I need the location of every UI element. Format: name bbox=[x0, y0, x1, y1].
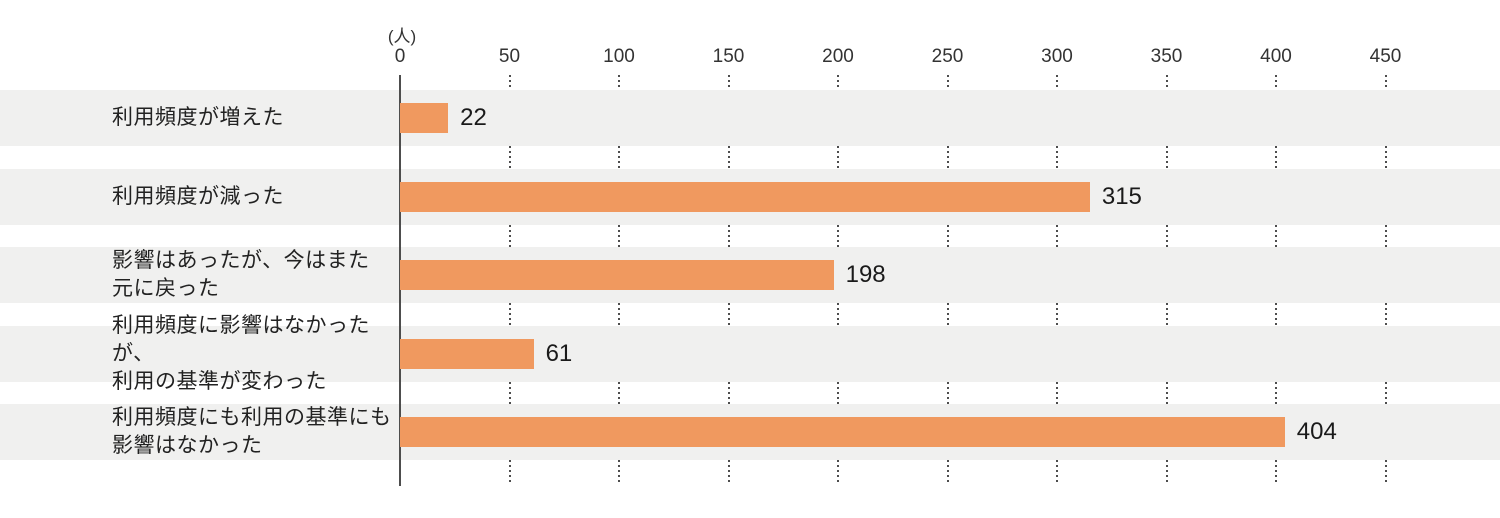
category-label-line: 影響はあったが、今はまた bbox=[112, 249, 370, 272]
category-label: 利用頻度が増えた bbox=[112, 90, 392, 146]
gridline-dotted-segment bbox=[946, 303, 949, 326]
bar bbox=[400, 417, 1285, 447]
gridline-dotted-segment bbox=[727, 460, 730, 483]
gridline-dotted-segment bbox=[1275, 303, 1277, 326]
gridline-dotted-segment bbox=[1056, 146, 1058, 169]
gridline-dotted-segment bbox=[508, 303, 511, 326]
gridline-dotted-segment bbox=[837, 303, 839, 326]
x-axis-tick-label: 250 bbox=[931, 46, 964, 67]
bar bbox=[400, 103, 449, 133]
gridline-dotted-segment bbox=[1275, 146, 1277, 169]
gridline-dotted-segment bbox=[618, 460, 620, 483]
gridline-dotted-segment bbox=[727, 303, 730, 326]
gridline-dotted-segment bbox=[946, 460, 949, 483]
gridline-dotted-segment bbox=[727, 75, 730, 90]
bar-value-label: 315 bbox=[1101, 182, 1142, 210]
y-axis-line bbox=[398, 75, 401, 486]
bar bbox=[400, 260, 834, 290]
gridline-dotted-segment bbox=[946, 146, 949, 169]
gridline-dotted-segment bbox=[837, 381, 839, 404]
gridline-dotted-segment bbox=[618, 303, 620, 326]
x-axis-tick-label: 450 bbox=[1369, 46, 1402, 67]
x-axis-tick-label: 150 bbox=[712, 46, 745, 67]
gridline-dotted-segment bbox=[1275, 75, 1277, 90]
row-band bbox=[0, 90, 1500, 146]
gridline-dotted-segment bbox=[837, 75, 839, 90]
gridline-dotted-segment bbox=[618, 146, 620, 169]
category-label: 影響はあったが、今はまた 元に戻った bbox=[112, 247, 392, 303]
gridline-dotted-segment bbox=[508, 381, 511, 404]
gridline-dotted-segment bbox=[1056, 224, 1058, 247]
bar-value-label: 61 bbox=[545, 339, 573, 367]
gridline-dotted-segment bbox=[1165, 224, 1168, 247]
gridline-dotted-segment bbox=[837, 460, 839, 483]
gridline-dotted-segment bbox=[508, 224, 511, 247]
category-label-line: 元に戻った bbox=[112, 277, 220, 300]
x-axis-tick-label: 50 bbox=[498, 46, 521, 67]
gridline-dotted-segment bbox=[1165, 146, 1168, 169]
category-label-line: 利用頻度が減った bbox=[112, 184, 284, 208]
gridline-dotted-segment bbox=[1384, 146, 1387, 169]
x-axis-tick-label: 100 bbox=[603, 46, 635, 67]
gridline-dotted-segment bbox=[1384, 75, 1387, 90]
gridline-dotted-segment bbox=[946, 381, 949, 404]
gridline-dotted-segment bbox=[1056, 381, 1058, 404]
gridline-dotted-segment bbox=[618, 75, 620, 90]
category-label: 利用頻度が減った bbox=[112, 169, 392, 225]
bar bbox=[400, 181, 1090, 212]
gridline-dotted-segment bbox=[1056, 75, 1058, 90]
gridline-dotted-segment bbox=[1056, 460, 1058, 483]
gridline-dotted-segment bbox=[618, 224, 620, 247]
gridline-dotted-segment bbox=[1384, 303, 1387, 326]
x-axis-tick-label: 200 bbox=[822, 46, 854, 67]
gridline-dotted-segment bbox=[1384, 381, 1387, 404]
category-label-line: 利用の基準が変わった bbox=[112, 369, 327, 393]
axis-unit-label: (人) bbox=[387, 27, 417, 46]
gridline-dotted-segment bbox=[1165, 381, 1168, 404]
gridline-dotted-segment bbox=[1275, 224, 1277, 247]
category-label-line: 利用頻度が増えた bbox=[112, 106, 284, 129]
x-axis-tick-label: 350 bbox=[1150, 46, 1183, 67]
gridline-dotted-segment bbox=[508, 75, 511, 90]
gridline-dotted-segment bbox=[946, 75, 949, 90]
gridline-dotted-segment bbox=[727, 381, 730, 404]
gridline-dotted-segment bbox=[1275, 460, 1277, 483]
gridline-dotted-segment bbox=[618, 381, 620, 404]
category-label-line: 影響はなかった bbox=[112, 434, 263, 457]
gridline-dotted-segment bbox=[727, 146, 730, 169]
category-label: 利用頻度にも利用の基準にも 影響はなかった bbox=[112, 404, 392, 460]
gridline-dotted-segment bbox=[837, 224, 839, 247]
gridline-dotted-segment bbox=[508, 146, 511, 169]
gridline-dotted-segment bbox=[837, 146, 839, 169]
bar-value-label: 198 bbox=[845, 261, 886, 288]
bar bbox=[400, 338, 534, 369]
gridline-dotted-segment bbox=[727, 224, 730, 247]
x-axis-tick-label: 0 bbox=[394, 46, 406, 67]
category-label-line: 利用頻度にも利用の基準にも bbox=[112, 406, 392, 429]
bar-value-label: 22 bbox=[460, 104, 487, 131]
row-band bbox=[0, 325, 1500, 382]
category-label-line: 利用頻度に影響はなかったが、 bbox=[112, 313, 370, 365]
bar-value-label: 404 bbox=[1296, 418, 1337, 445]
gridline-dotted-segment bbox=[508, 460, 511, 483]
gridline-dotted-segment bbox=[1165, 460, 1168, 483]
gridline-dotted-segment bbox=[1165, 303, 1168, 326]
x-axis-tick-label: 400 bbox=[1260, 46, 1292, 67]
x-axis-tick-label: 300 bbox=[1041, 46, 1073, 67]
category-label: 利用頻度に影響はなかったが、利用の基準が変わった bbox=[112, 314, 392, 393]
gridline-dotted-segment bbox=[946, 224, 949, 247]
gridline-dotted-segment bbox=[1275, 381, 1277, 404]
gridline-dotted-segment bbox=[1384, 224, 1387, 247]
gridline-dotted-segment bbox=[1384, 460, 1387, 483]
gridline-dotted-segment bbox=[1165, 75, 1168, 90]
gridline-dotted-segment bbox=[1056, 303, 1058, 326]
